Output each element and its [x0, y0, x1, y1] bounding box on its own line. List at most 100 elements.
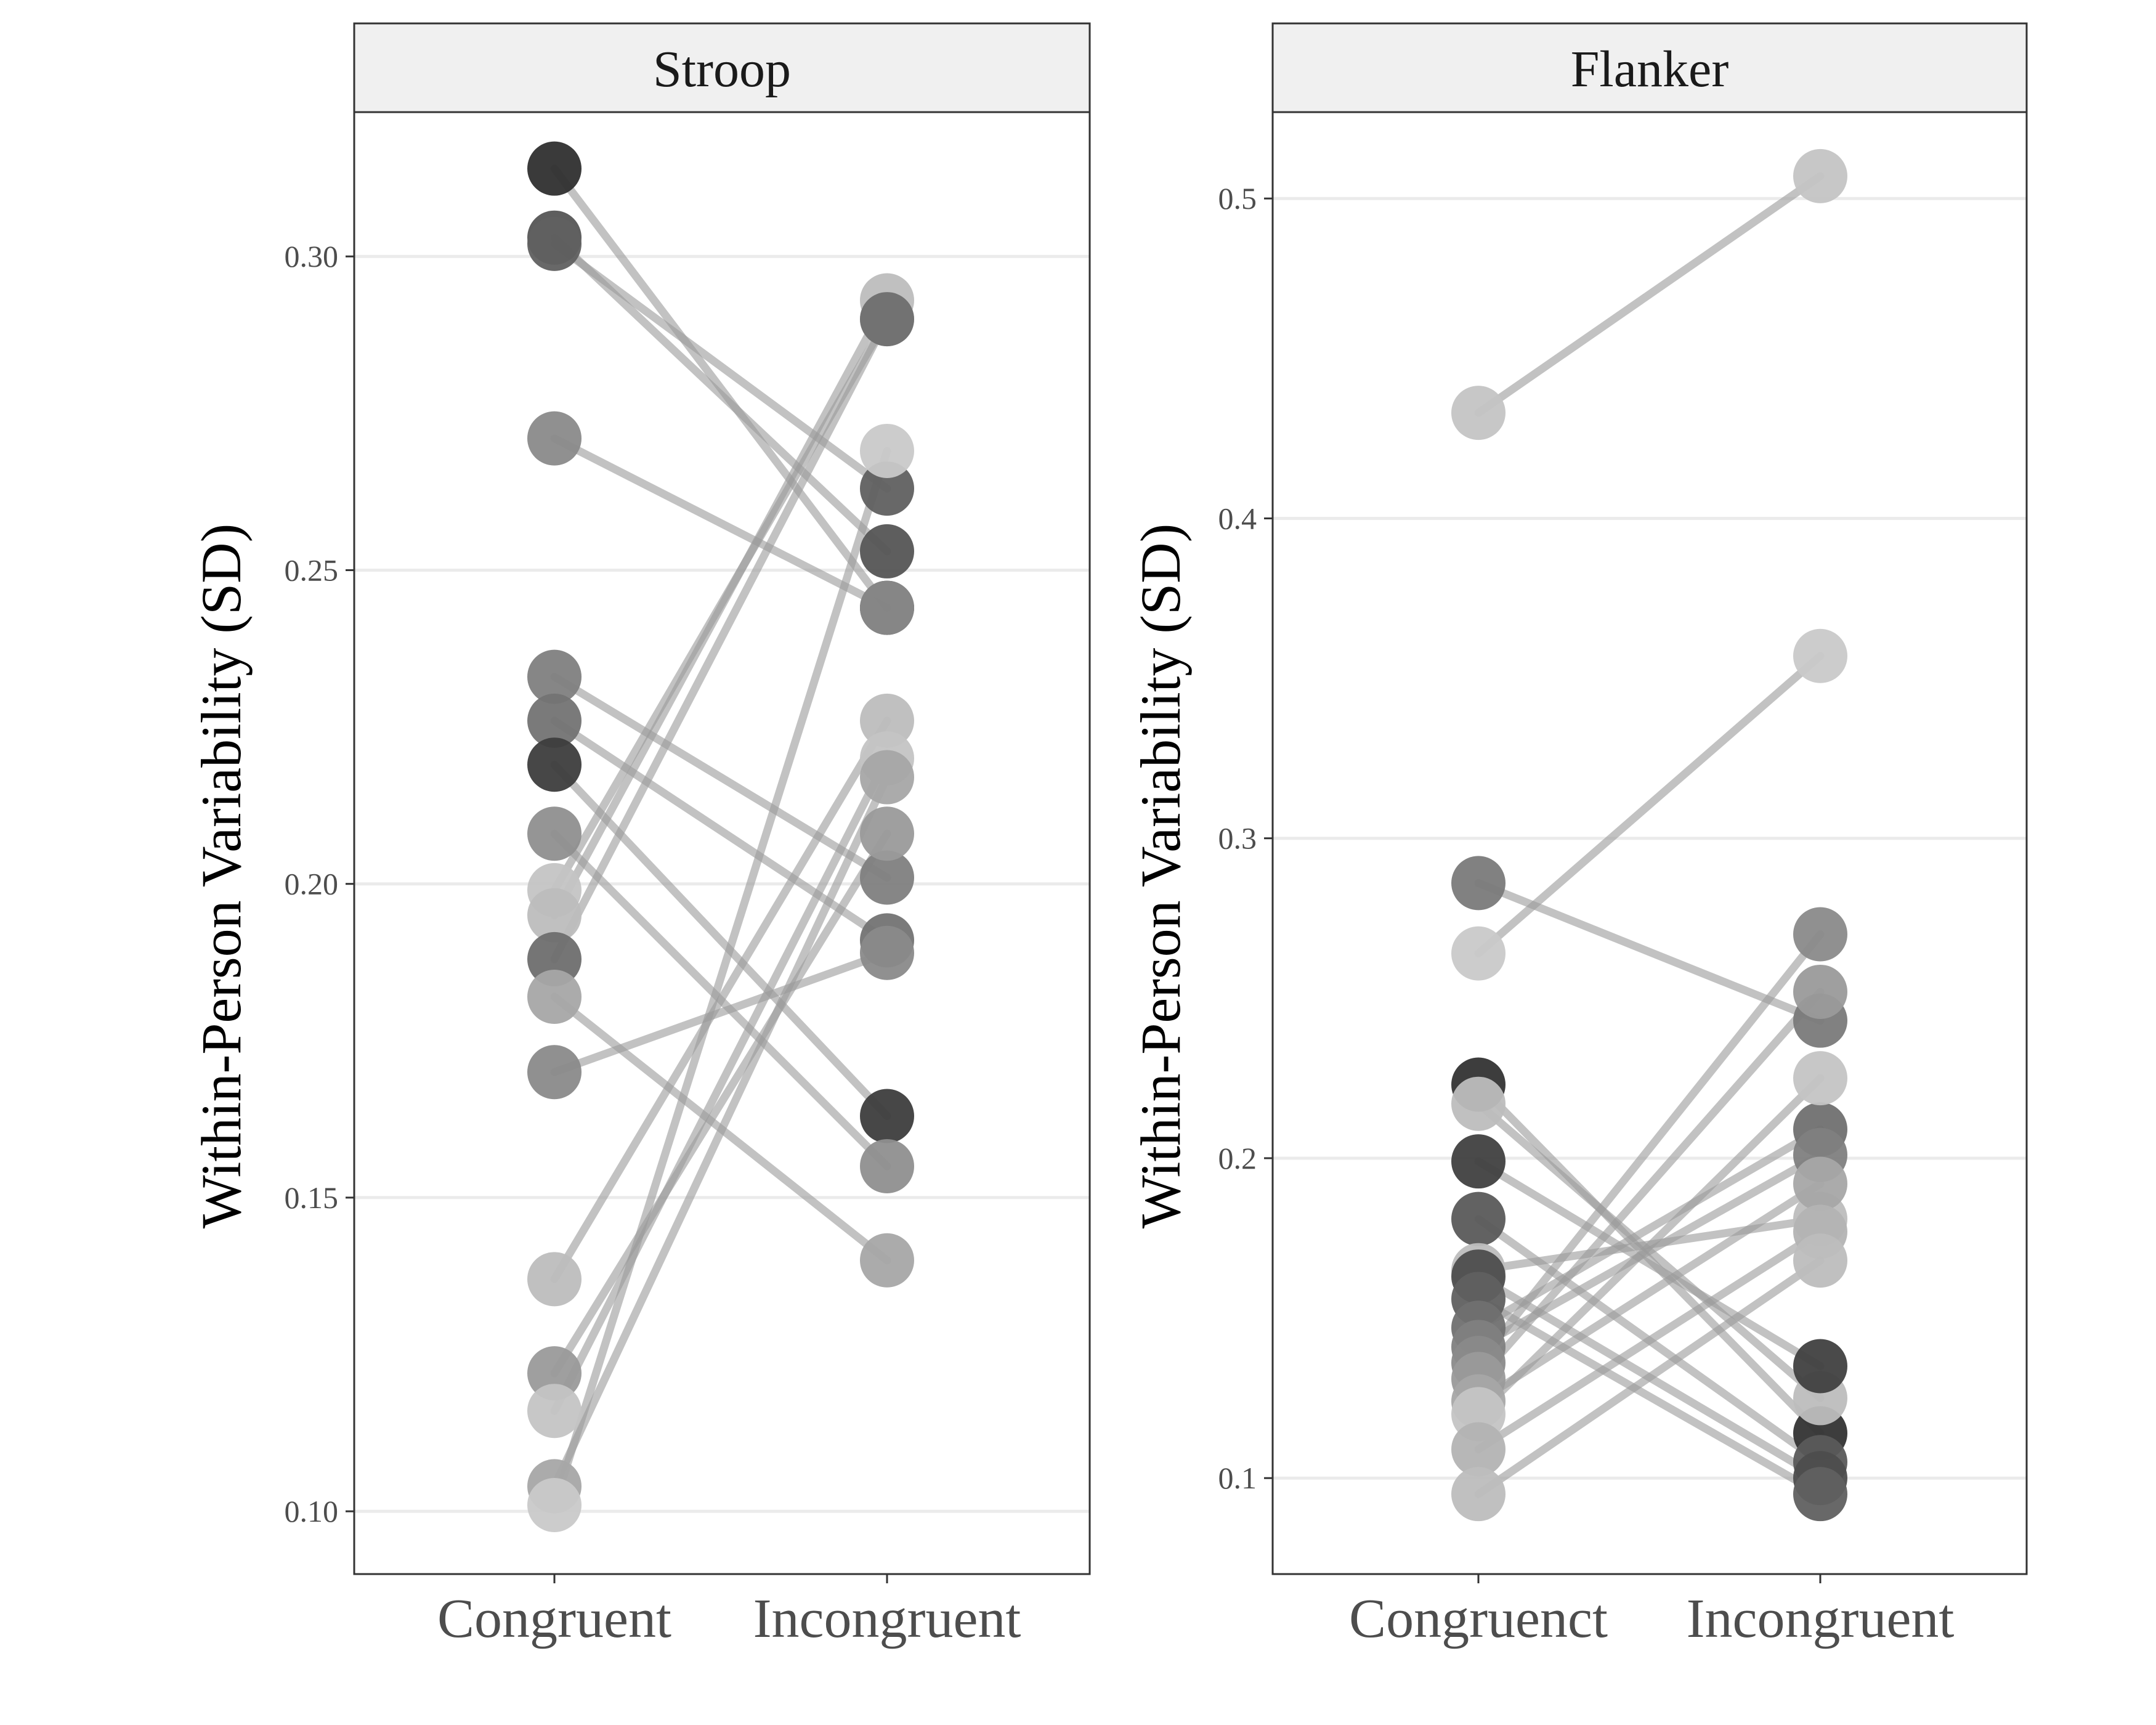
flanker-y-tick-label: 0.1	[1218, 1461, 1257, 1495]
stroop-point-incongruent	[860, 292, 914, 347]
flanker-point-incongruent	[1793, 1233, 1847, 1288]
flanker-connector-line	[1474, 1081, 1825, 1438]
flanker-connector-line	[1474, 1227, 1825, 1453]
flanker-y-tick-label: 0.5	[1218, 181, 1257, 216]
stroop-point-incongruent	[860, 1233, 914, 1288]
stroop-point-incongruent	[860, 1139, 914, 1194]
stroop-points	[527, 141, 914, 1532]
flanker-connector-line	[1474, 1256, 1825, 1498]
stroop-connector-line	[550, 434, 891, 612]
panel-stroop: Within-Person Variability (SD) Stroop 0.…	[190, 22, 1091, 1649]
flanker-point-congruent	[1451, 856, 1506, 911]
stroop-point-congruent	[527, 649, 582, 704]
stroop-point-congruent	[527, 411, 582, 466]
stroop-y-tick-label: 0.20	[285, 867, 339, 901]
stroop-x-tick-label-incongruent: Incongruent	[753, 1588, 1021, 1649]
stroop-connector-line	[550, 447, 891, 1509]
stroop-connector-line	[550, 716, 891, 1283]
stroop-connector-line	[550, 296, 891, 920]
stroop-point-incongruent	[860, 461, 914, 516]
flanker-y-tick-label: 0.2	[1218, 1141, 1257, 1175]
stroop-point-congruent	[527, 1384, 582, 1439]
stroop-point-congruent	[527, 216, 582, 271]
stroop-point-incongruent	[860, 806, 914, 861]
stroop-point-congruent	[527, 1477, 582, 1532]
stroop-point-incongruent	[860, 580, 914, 635]
stroop-connector-line	[550, 240, 891, 493]
flanker-point-congruent	[1451, 386, 1506, 440]
stroop-connector-line	[550, 754, 891, 1415]
stroop-panel-border	[353, 111, 1091, 1575]
flanker-connector-line	[1474, 930, 1825, 1367]
stroop-connector-line	[550, 829, 891, 1378]
stroop-y-tick-label: 0.15	[285, 1180, 339, 1215]
stroop-point-incongruent	[860, 1089, 914, 1143]
flanker-connector-line	[1474, 988, 1825, 1383]
stroop-y-tick-label: 0.25	[285, 553, 339, 587]
stroop-point-congruent	[527, 1346, 582, 1401]
flanker-point-incongruent	[1793, 1156, 1847, 1211]
stroop-connector-line	[550, 164, 891, 612]
stroop-connector-lines	[550, 164, 891, 1509]
stroop-y-ticks: 0.10 0.15 0.20 0.25 0.30	[285, 239, 354, 1528]
flanker-point-congruent	[1451, 1134, 1506, 1189]
flanker-y-axis-label: Within-Person Variability (SD)	[1129, 524, 1192, 1228]
flanker-point-incongruent	[1793, 1051, 1847, 1106]
flanker-point-incongruent	[1793, 628, 1847, 683]
flanker-connector-line	[1474, 1180, 1825, 1406]
stroop-connector-line	[550, 233, 891, 556]
flanker-point-incongruent	[1793, 907, 1847, 962]
stroop-point-incongruent	[860, 423, 914, 478]
flanker-y-tick-label: 0.3	[1218, 821, 1257, 856]
stroop-point-congruent	[527, 1252, 582, 1307]
flanker-point-congruent	[1451, 1467, 1506, 1522]
flanker-point-incongruent	[1793, 1339, 1847, 1394]
stroop-connector-line	[550, 773, 891, 1490]
stroop-point-incongruent	[860, 750, 914, 805]
flanker-connector-line	[1474, 1157, 1825, 1370]
flanker-point-incongruent	[1793, 1467, 1847, 1522]
stroop-panel-title: Stroop	[653, 41, 791, 98]
flanker-point-congruent	[1451, 1191, 1506, 1246]
stroop-point-congruent	[527, 737, 582, 792]
flanker-x-tick-label-incongruent: Incongruent	[1687, 1588, 1955, 1649]
flanker-connector-line	[1474, 172, 1825, 417]
flanker-point-incongruent	[1793, 148, 1847, 203]
stroop-point-congruent	[527, 932, 582, 986]
flanker-strip-background	[1271, 22, 2028, 113]
flanker-panel-title: Flanker	[1571, 41, 1729, 98]
stroop-point-congruent	[527, 141, 582, 196]
stroop-connector-line	[550, 949, 891, 1076]
flanker-point-congruent	[1451, 1076, 1506, 1131]
panel-flanker: Within-Person Variability (SD) Flanker 0…	[1129, 22, 2028, 1649]
stroop-point-congruent	[527, 693, 582, 748]
stroop-point-congruent	[527, 1045, 582, 1100]
flanker-x-tick-label-congruent: Congruenct	[1349, 1588, 1608, 1649]
flanker-gridlines	[1273, 197, 2027, 1480]
flanker-connector-lines	[1474, 172, 1825, 1498]
stroop-point-incongruent	[860, 693, 914, 748]
flanker-point-incongruent	[1793, 964, 1847, 1019]
flanker-connector-line	[1474, 1074, 1825, 1418]
stroop-connector-line	[550, 673, 891, 882]
flanker-points	[1451, 148, 1847, 1522]
flanker-connector-line	[1474, 1294, 1825, 1498]
flanker-connector-line	[1474, 879, 1825, 1025]
stroop-point-incongruent	[860, 925, 914, 980]
flanker-y-ticks: 0.1 0.2 0.3 0.4 0.5	[1218, 181, 1273, 1495]
stroop-point-congruent	[527, 888, 582, 943]
stroop-connector-line	[550, 760, 891, 1121]
stroop-connector-line	[550, 315, 891, 964]
stroop-point-incongruent	[860, 524, 914, 578]
stroop-y-axis-label: Within-Person Variability (SD)	[190, 524, 253, 1228]
flanker-point-congruent	[1451, 1422, 1506, 1477]
stroop-y-tick-label: 0.30	[285, 239, 339, 274]
stroop-gridlines	[354, 254, 1090, 1513]
stroop-y-tick-label: 0.10	[285, 1494, 339, 1528]
flanker-y-tick-label: 0.4	[1218, 501, 1257, 535]
stroop-point-incongruent	[860, 850, 914, 905]
stroop-point-congruent	[527, 806, 582, 861]
stroop-x-tick-label-congruent: Congruent	[437, 1588, 671, 1649]
stroop-point-congruent	[527, 970, 582, 1025]
